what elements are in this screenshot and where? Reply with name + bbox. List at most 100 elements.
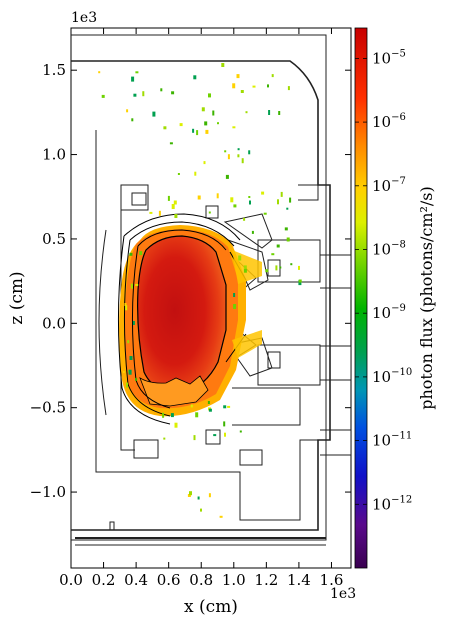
flux-speckle <box>124 303 127 306</box>
x-tick-label: 0.8 <box>189 571 213 589</box>
x-offset-label: 1e3 <box>330 586 356 602</box>
flux-speckle <box>217 122 219 125</box>
flux-speckle <box>236 74 240 79</box>
divertor-region <box>139 375 209 407</box>
flux-speckle <box>101 94 105 98</box>
colorbar-tick-label: 10−8 <box>372 239 406 258</box>
flux-speckle <box>287 86 290 91</box>
flux-speckle <box>238 255 242 261</box>
colorbar-tick-label: 10−11 <box>372 431 412 450</box>
flux-speckle <box>152 111 156 117</box>
flux-speckle <box>129 356 133 360</box>
flux-speckle <box>289 197 292 203</box>
flux-speckle <box>194 171 197 176</box>
flux-speckle <box>142 91 145 97</box>
flux-speckle <box>171 91 175 95</box>
flux-speckle <box>170 413 174 418</box>
flux-speckle <box>167 195 170 201</box>
flux-speckle <box>128 369 132 375</box>
x-axis-ticks: 0.0 0.2 0.4 0.6 0.8 1.0 1.2 1.4 1.6 <box>59 28 343 589</box>
colorbar-tick-label: 10−9 <box>372 303 406 322</box>
flux-speckle <box>233 293 236 297</box>
colorbar-tick-label: 10−6 <box>372 112 406 131</box>
flux-speckle <box>232 83 236 89</box>
flux-speckle <box>279 266 282 269</box>
flux-speckle <box>131 118 134 122</box>
flux-speckle <box>268 110 271 115</box>
x-tick-label: 1.6 <box>320 571 344 589</box>
flux-speckle <box>237 148 240 151</box>
flux-speckle <box>230 197 234 203</box>
flux-speckle <box>173 200 177 205</box>
flux-speckle <box>227 405 231 408</box>
flux-speckle <box>241 158 244 164</box>
flux-speckle <box>232 126 236 129</box>
colorbar-ticks: 10−12 10−11 10−10 10−9 10−8 10−7 10−6 10−5 <box>355 48 412 513</box>
flux-speckle <box>227 154 230 160</box>
flux-speckle <box>212 110 215 116</box>
flux-speckle <box>162 412 165 418</box>
flux-speckle <box>195 412 199 418</box>
y-tick-label: 0.5 <box>42 230 66 248</box>
colorbar-tick-label: 10−10 <box>372 367 412 386</box>
x-tick-label: 1.4 <box>287 571 311 589</box>
flux-speckle <box>174 214 178 218</box>
flux-speckle <box>197 496 200 500</box>
flux-speckle <box>132 321 135 325</box>
flux-speckle <box>130 283 133 289</box>
flux-speckle <box>276 244 280 248</box>
x-tick-label: 0.2 <box>92 571 116 589</box>
flux-speckle <box>240 90 244 93</box>
flux-speckle <box>208 408 212 412</box>
flux-speckle <box>263 212 267 215</box>
flux-speckle <box>193 75 197 80</box>
flux-speckle <box>158 210 161 216</box>
flux-speckle <box>233 304 237 309</box>
flux-speckle <box>261 191 265 195</box>
colorbar-label: photon flux (photons/cm²/s) <box>417 186 436 410</box>
flux-speckle <box>223 421 226 427</box>
flux-speckle <box>249 200 251 205</box>
flux-speckle <box>163 437 166 440</box>
flux-speckle <box>139 251 143 256</box>
flux-speckle <box>213 434 217 437</box>
flux-speckle <box>207 401 210 404</box>
flux-speckle <box>233 204 237 208</box>
colorbar-tick-label: 10−12 <box>372 494 412 513</box>
x-tick-label: 1.0 <box>222 571 246 589</box>
flux-speckle <box>286 237 290 242</box>
flux-speckle <box>280 191 283 197</box>
flux-speckle <box>189 491 192 496</box>
flux-speckle <box>252 85 256 88</box>
flux-speckle <box>216 193 219 199</box>
flux-speckle <box>192 128 195 133</box>
flux-speckle <box>275 265 278 271</box>
lower-port-flux <box>232 330 262 358</box>
plasma-core <box>137 235 227 393</box>
flux-speckle <box>204 121 208 126</box>
flux-speckle <box>200 508 202 512</box>
flux-speckle <box>224 150 227 153</box>
flux-speckle <box>187 494 191 497</box>
flux-speckle <box>98 71 101 74</box>
y-tick-label: −0.5 <box>30 399 66 417</box>
flux-speckle <box>171 204 175 209</box>
flux-speckle <box>278 111 281 115</box>
plot-area <box>71 34 351 546</box>
flux-speckle <box>169 142 173 145</box>
y-axis-label: z (cm) <box>7 271 27 324</box>
flux-speckle <box>201 107 205 112</box>
y-tick-label: 0.0 <box>42 314 66 332</box>
flux-speckle <box>193 435 196 441</box>
colorbar-tick-label: 10−7 <box>372 176 406 195</box>
wall-geometry <box>71 34 351 546</box>
flux-speckle <box>243 268 247 273</box>
flux-speckle <box>245 111 248 114</box>
y-offset-label: 1e3 <box>71 10 97 26</box>
flux-speckle <box>125 305 128 311</box>
flux-speckle <box>149 211 153 214</box>
flux-speckle <box>271 253 275 256</box>
y-axis-ticks: −1.0 −0.5 0.0 0.5 1.0 1.5 <box>30 61 351 501</box>
flux-speckle <box>290 263 293 266</box>
